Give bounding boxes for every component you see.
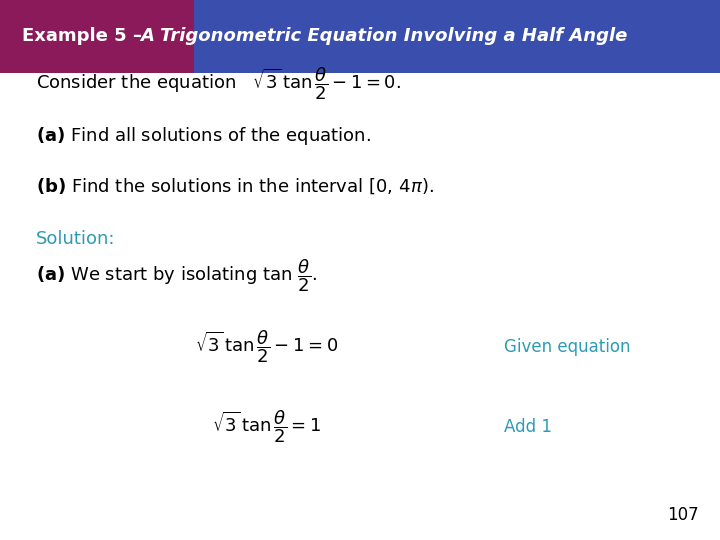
Text: $\sqrt{3}\,\tan\dfrac{\theta}{2} = 1$: $\sqrt{3}\,\tan\dfrac{\theta}{2} = 1$ bbox=[212, 408, 321, 445]
Text: Given equation: Given equation bbox=[504, 338, 631, 356]
Text: Example 5 –: Example 5 – bbox=[22, 28, 148, 45]
Text: $\sqrt{3}\,\tan\dfrac{\theta}{2} - 1 = 0$: $\sqrt{3}\,\tan\dfrac{\theta}{2} - 1 = 0… bbox=[195, 328, 338, 365]
Text: $\mathbf{(a)}$ Find all solutions of the equation.: $\mathbf{(a)}$ Find all solutions of the… bbox=[36, 125, 371, 147]
FancyBboxPatch shape bbox=[194, 0, 720, 73]
Text: Solution:: Solution: bbox=[36, 230, 115, 248]
Text: 107: 107 bbox=[667, 506, 698, 524]
Text: Add 1: Add 1 bbox=[504, 417, 552, 436]
FancyBboxPatch shape bbox=[0, 0, 194, 73]
Text: Consider the equation   $\sqrt{3}\,\tan\dfrac{\theta}{2} - 1 = 0.$: Consider the equation $\sqrt{3}\,\tan\df… bbox=[36, 65, 401, 102]
Text: $\mathbf{(a)}$ We start by isolating tan $\dfrac{\theta}{2}$.: $\mathbf{(a)}$ We start by isolating tan… bbox=[36, 257, 317, 294]
Text: $\mathbf{(b)}$ Find the solutions in the interval $[0,\,4\pi)$.: $\mathbf{(b)}$ Find the solutions in the… bbox=[36, 177, 434, 196]
Text: A Trigonometric Equation Involving a Half Angle: A Trigonometric Equation Involving a Hal… bbox=[140, 28, 628, 45]
